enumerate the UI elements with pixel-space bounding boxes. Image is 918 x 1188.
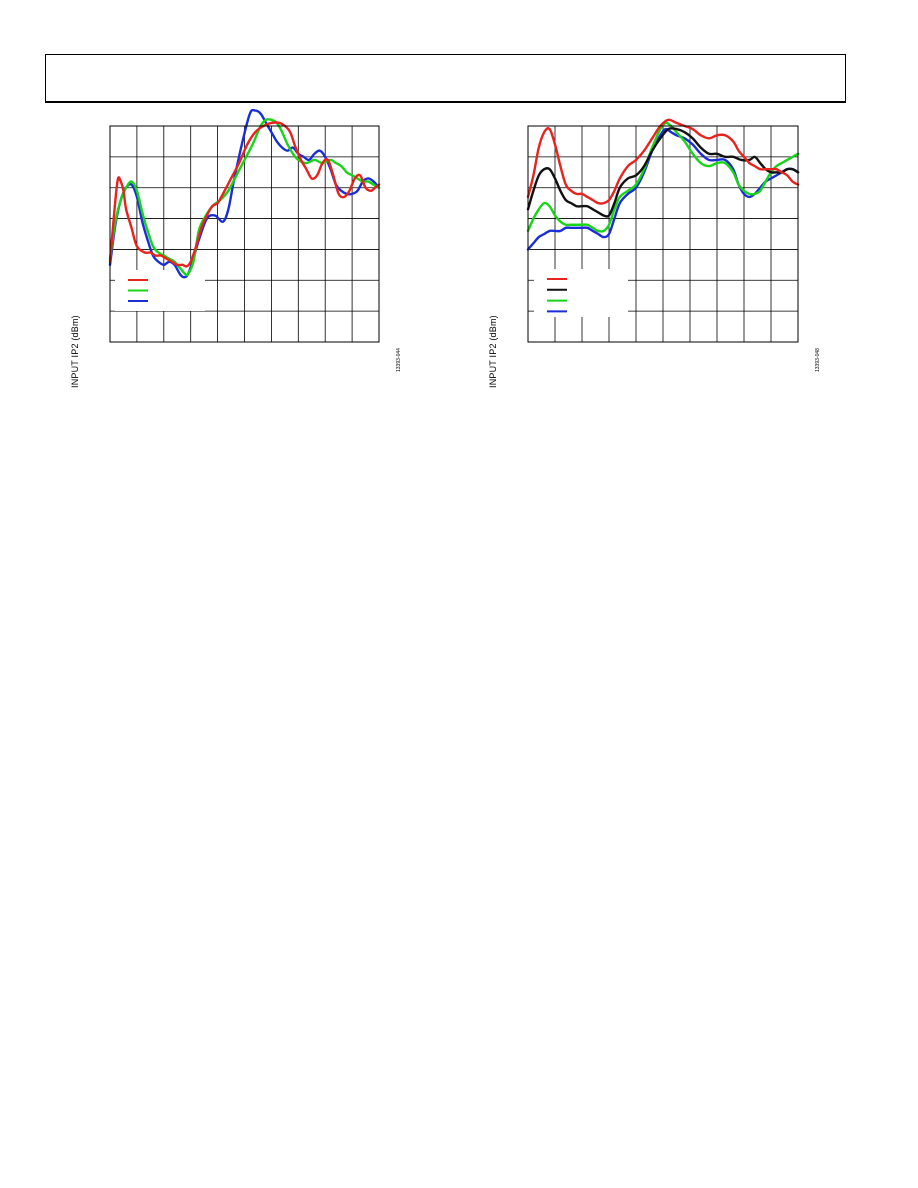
series-line-3 (526, 121, 800, 233)
series-line-1 (526, 118, 800, 205)
series-line-1 (108, 121, 381, 268)
chart-right-plot (526, 118, 800, 343)
plot-border (109, 125, 380, 343)
page-header-frame (45, 54, 846, 103)
plot-border (527, 125, 799, 343)
chart-left-plot (108, 108, 381, 343)
figure-id: 13393-048 (815, 348, 821, 372)
legend-box (534, 269, 628, 317)
series-line-2 (108, 118, 381, 277)
chart-right: INPUT IP2 (dBm) 13393-048 (480, 118, 840, 388)
series-line-2 (526, 127, 800, 218)
chart-left: INPUT IP2 (dBm) 13393-044 (60, 108, 420, 388)
figure-id: 13393-044 (396, 348, 402, 372)
series-line-4 (526, 127, 800, 251)
